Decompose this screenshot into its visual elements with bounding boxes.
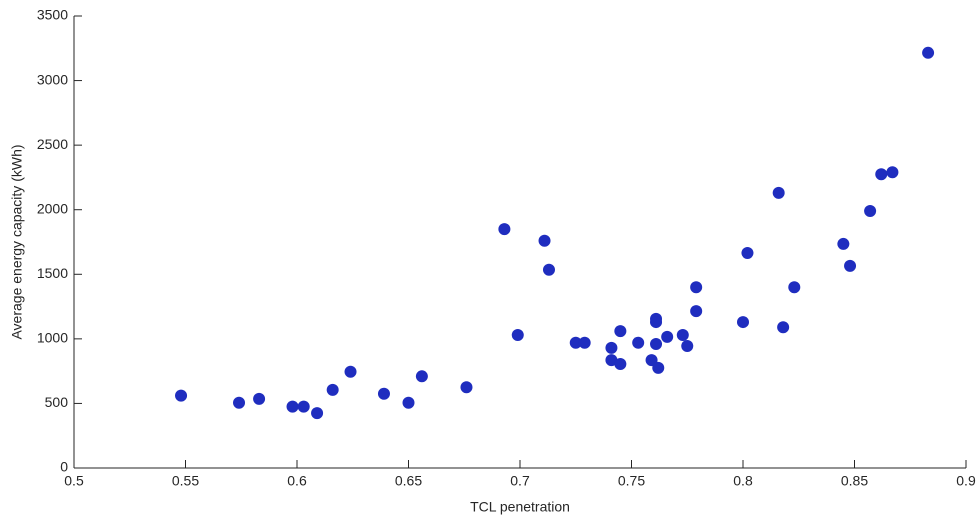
point [326, 383, 339, 396]
y-tick-label: 2500 [37, 136, 68, 152]
point [415, 370, 428, 383]
point [614, 325, 627, 338]
point [344, 365, 357, 378]
y-tick-label: 0 [60, 459, 68, 475]
point [233, 396, 246, 409]
y-tick-label: 3000 [37, 71, 68, 87]
x-tick-label: 0.75 [618, 473, 645, 489]
point [690, 305, 703, 318]
y-tick-label: 1000 [37, 330, 68, 346]
point [377, 387, 390, 400]
point [788, 281, 801, 294]
point [837, 237, 850, 250]
point [864, 205, 877, 218]
y-tick-label: 3500 [37, 7, 68, 23]
point [297, 400, 310, 413]
point [650, 316, 663, 329]
x-tick-label: 0.5 [64, 473, 84, 489]
x-tick-label: 0.55 [172, 473, 199, 489]
point [542, 263, 555, 276]
point [402, 396, 415, 409]
point [605, 341, 618, 354]
point [460, 381, 473, 394]
point [844, 259, 857, 272]
point [253, 392, 266, 405]
point [741, 246, 754, 259]
point [569, 336, 582, 349]
y-tick-label: 2000 [37, 200, 68, 216]
x-tick-label: 0.65 [395, 473, 422, 489]
point [498, 223, 511, 236]
point [175, 389, 188, 402]
point [511, 328, 524, 341]
y-tick-label: 500 [45, 394, 69, 410]
point [737, 316, 749, 329]
point [777, 321, 790, 334]
point [886, 166, 899, 179]
point [632, 336, 645, 349]
point [650, 338, 663, 351]
point [311, 407, 324, 420]
point [614, 358, 627, 371]
point [652, 361, 665, 374]
point [538, 234, 551, 247]
point [922, 46, 935, 59]
y-axis-label: Average energy capacity (kWh) [9, 144, 25, 339]
point [578, 336, 591, 349]
x-tick-label: 0.6 [287, 473, 307, 489]
point [645, 354, 658, 367]
point [681, 339, 694, 352]
point [875, 168, 888, 181]
x-tick-label: 0.85 [841, 473, 868, 489]
point [286, 400, 299, 413]
x-axis-label: TCL penetration [470, 499, 570, 515]
x-tick-label: 0.7 [510, 473, 530, 489]
point [661, 330, 674, 343]
point [676, 328, 689, 341]
point [690, 281, 703, 294]
y-tick-label: 1500 [37, 265, 68, 281]
point [772, 186, 785, 199]
x-tick-label: 0.9 [956, 473, 976, 489]
x-tick-label: 0.8 [733, 473, 753, 489]
